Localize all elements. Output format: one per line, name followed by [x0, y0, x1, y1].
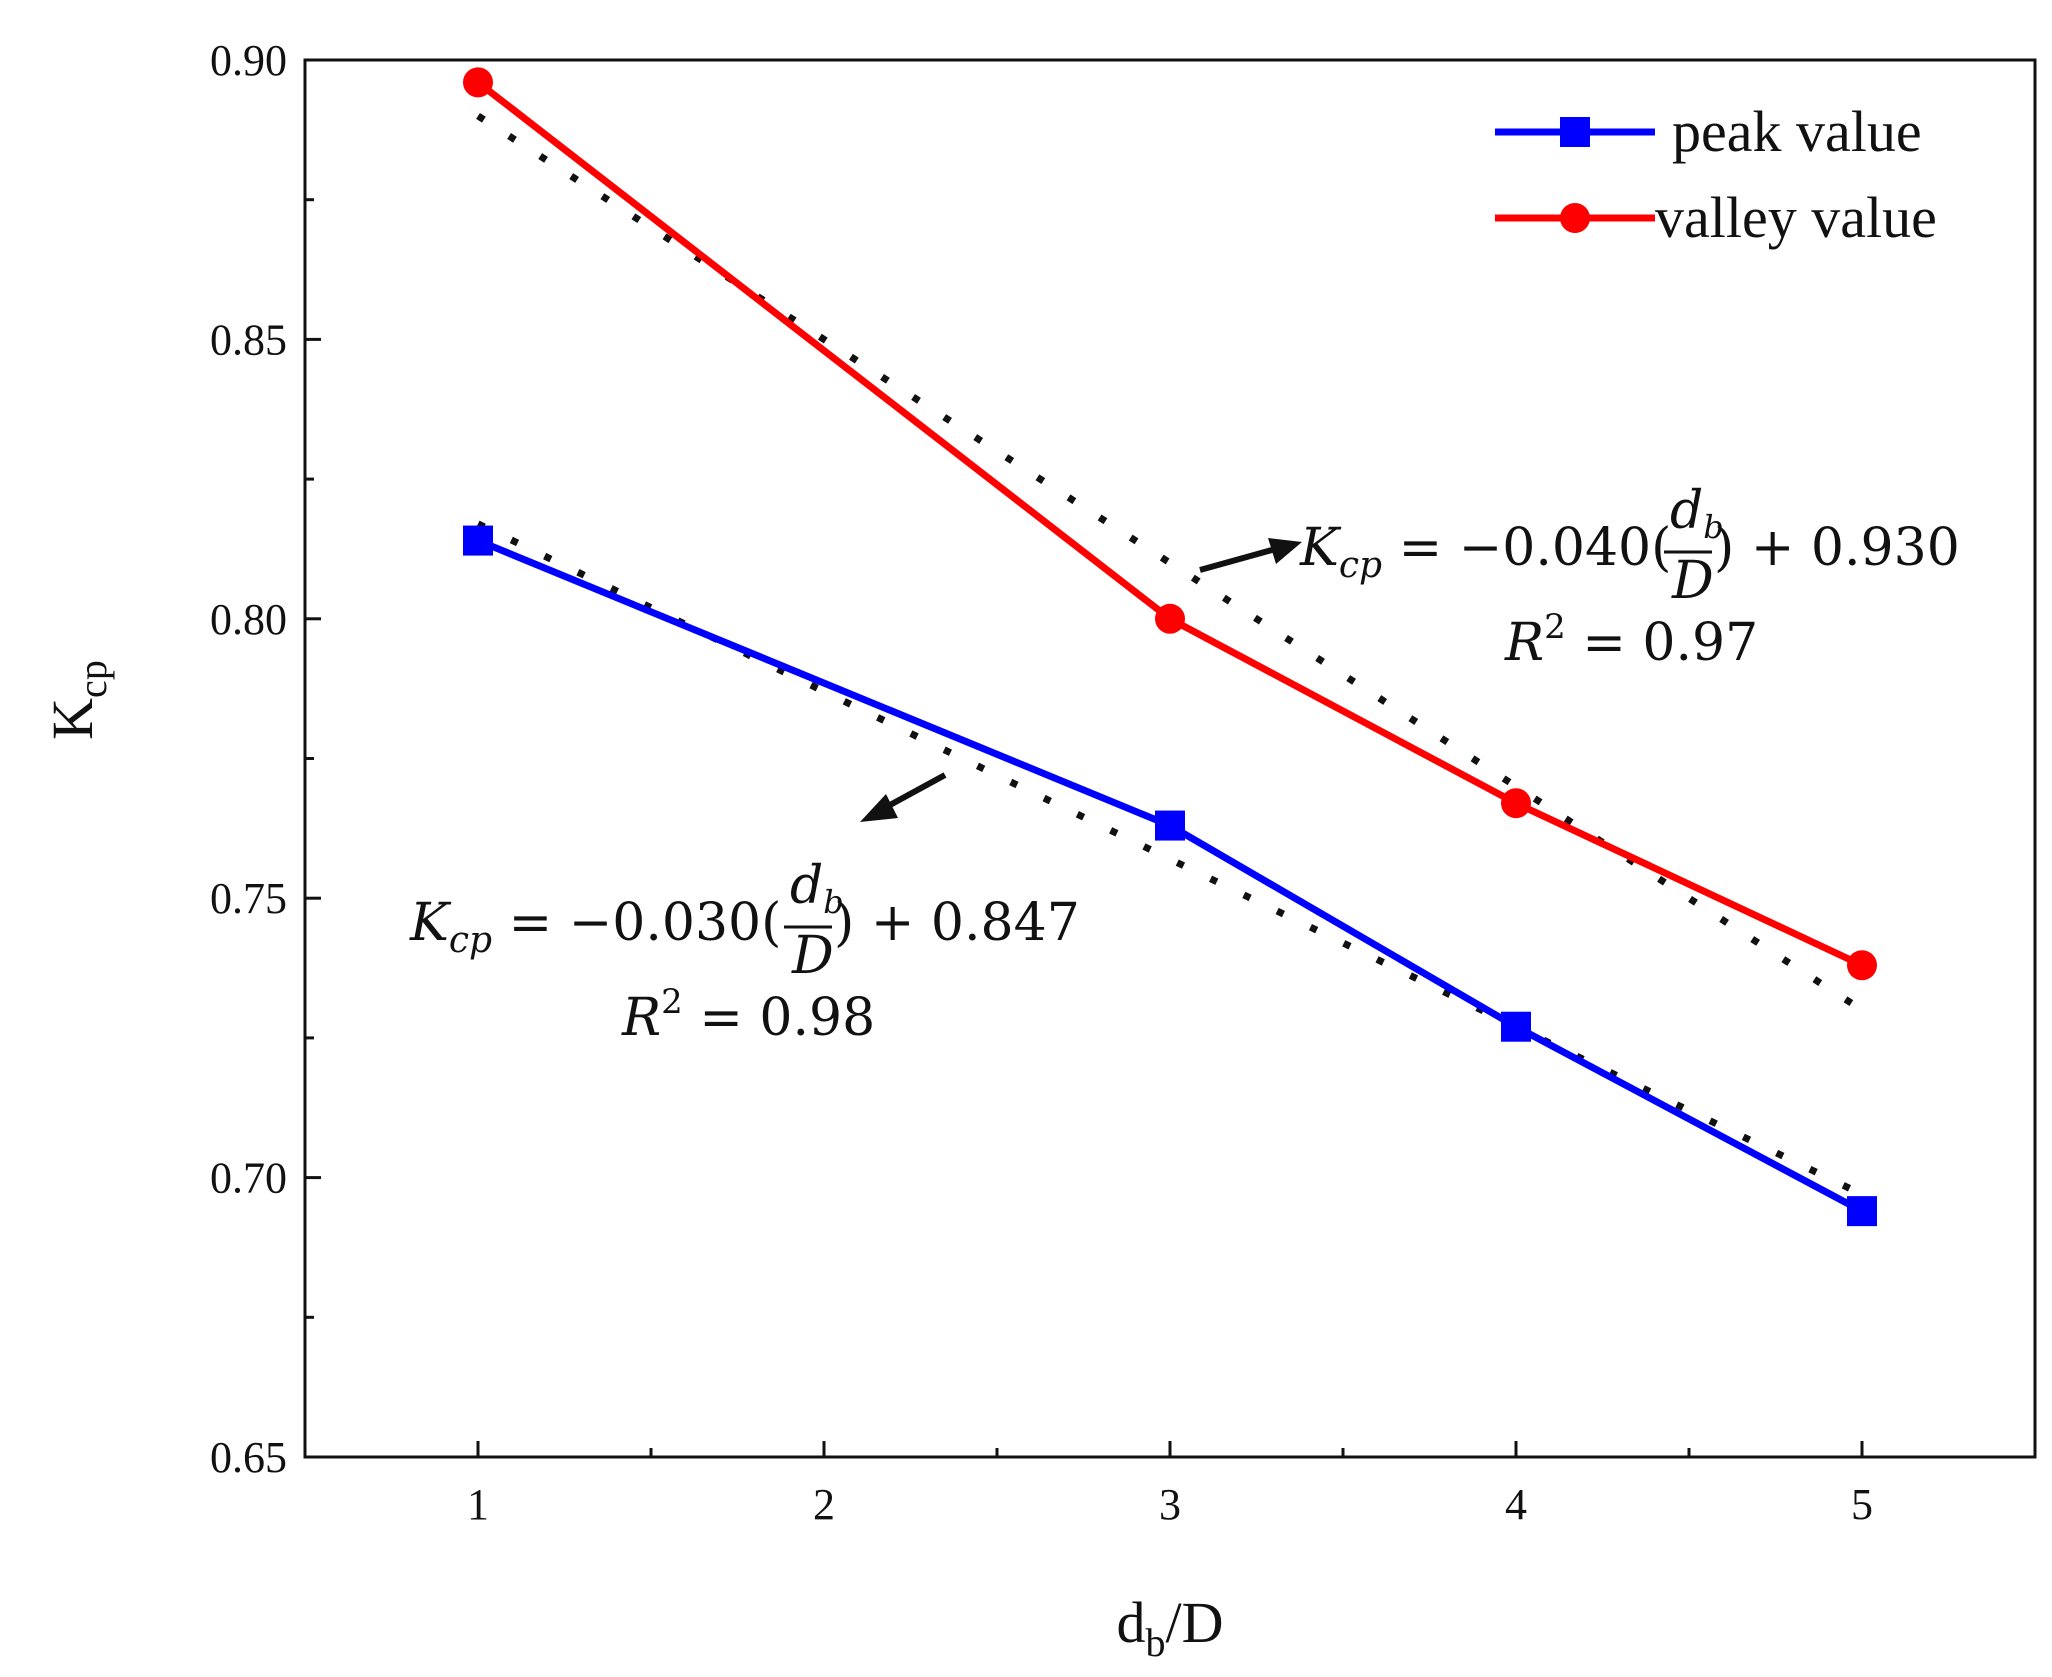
valley-fit-r2: R2 = 0.97 — [1504, 607, 1758, 673]
peak-annotation-arrow-head — [860, 794, 898, 822]
data-point-peak-value — [1501, 1011, 1531, 1042]
data-point-peak-value — [463, 525, 493, 556]
valley-eq-k-sub: cp — [1339, 545, 1382, 586]
peak-eq-k: K — [409, 893, 452, 953]
data-point-valley-value — [1847, 950, 1877, 981]
valley-eq-mid: = −0.040( — [1382, 518, 1671, 578]
legend-item-valley: valley value — [1495, 185, 1937, 250]
valley-eq-frac-num: db — [1670, 481, 1724, 546]
peak-eq-num-sub: b — [823, 883, 843, 921]
valley-r2-r: R — [1504, 613, 1544, 673]
data-point-valley-value — [463, 67, 493, 98]
valley-fit-equation: Kcp = −0.040( — [1299, 518, 1671, 586]
peak-r2-value: = 0.98 — [683, 988, 875, 1048]
data-point-peak-value — [1155, 810, 1185, 841]
legend-item-peak: peak value — [1495, 99, 1922, 164]
data-point-valley-value — [1155, 603, 1185, 634]
peak-r2-sup: 2 — [661, 982, 683, 1022]
series-line-peak-value — [476, 537, 1864, 1215]
y-tick-label: 0.80 — [210, 595, 287, 644]
x-tick-label: 3 — [1159, 1480, 1181, 1529]
x-tick-label: 5 — [1851, 1480, 1873, 1529]
valley-r2-value: = 0.97 — [1566, 613, 1758, 673]
peak-eq-num-d: d — [790, 856, 823, 916]
valley-r2-sup: 2 — [1544, 607, 1566, 647]
valley-eq-num-sub: b — [1703, 508, 1723, 546]
peak-eq-tail: ) + 0.847 — [834, 893, 1080, 953]
x-axis-title: db/D — [1117, 1590, 1224, 1665]
y-axis-title: Kcp — [40, 660, 115, 740]
peak-fit-r2: R2 = 0.98 — [621, 982, 875, 1048]
legend-marker-peak — [1560, 117, 1590, 147]
valley-fit-annotation: Kcp = −0.040( db D ) + 0.930 R2 = 0.97 — [1199, 481, 1960, 673]
legend: peak value valley value — [1495, 99, 1937, 250]
peak-fit-equation: Kcp = −0.030( — [409, 893, 781, 961]
series-markers — [463, 67, 1877, 1227]
x-tick-label: 2 — [813, 1480, 835, 1529]
x-tick-label: 4 — [1505, 1480, 1527, 1529]
peak-eq-frac-den: D — [791, 926, 834, 986]
peak-fit-annotation: Kcp = −0.030( db D ) + 0.847 R2 = 0.98 — [409, 772, 1080, 1048]
data-point-valley-value — [1501, 788, 1531, 819]
peak-eq-k-sub: cp — [449, 920, 492, 961]
peak-annotation-arrow-line — [888, 772, 947, 808]
legend-marker-valley — [1560, 203, 1590, 233]
valley-eq-tail: ) + 0.930 — [1714, 518, 1960, 578]
y-axis-title-sub: cp — [70, 660, 115, 698]
x-tick-label: 1 — [467, 1480, 489, 1529]
legend-label-valley: valley value — [1655, 185, 1937, 250]
valley-annotation-arrow-line — [1199, 547, 1273, 573]
valley-annotation-arrow-head — [1268, 538, 1302, 564]
valley-eq-k: K — [1299, 518, 1342, 578]
y-tick-label: 0.90 — [210, 36, 287, 85]
y-tick-label: 0.65 — [210, 1433, 287, 1482]
x-axis-ticks: 1 2 3 4 5 — [467, 1441, 1873, 1529]
data-point-peak-value — [1847, 1196, 1877, 1227]
y-axis-title-main: K — [40, 698, 105, 740]
peak-r2-r: R — [621, 988, 661, 1048]
series-line-valley-value — [475, 79, 1864, 969]
y-tick-label: 0.75 — [210, 874, 287, 923]
y-tick-label: 0.70 — [210, 1154, 287, 1203]
y-tick-label: 0.85 — [210, 315, 287, 364]
x-axis-title-main: d — [1117, 1590, 1146, 1655]
series-lines — [475, 79, 1864, 1215]
legend-label-peak: peak value — [1672, 99, 1922, 164]
y-axis-ticks: 0.65 0.70 0.75 0.80 0.85 0.90 — [210, 36, 321, 1482]
peak-eq-frac-num: db — [790, 856, 844, 921]
valley-eq-frac-den: D — [1671, 551, 1714, 611]
x-axis-title-sub: b — [1146, 1620, 1166, 1665]
x-axis-title-rest: /D — [1166, 1590, 1224, 1655]
peak-eq-mid: = −0.030( — [492, 893, 781, 953]
valley-eq-num-d: d — [1670, 481, 1703, 541]
